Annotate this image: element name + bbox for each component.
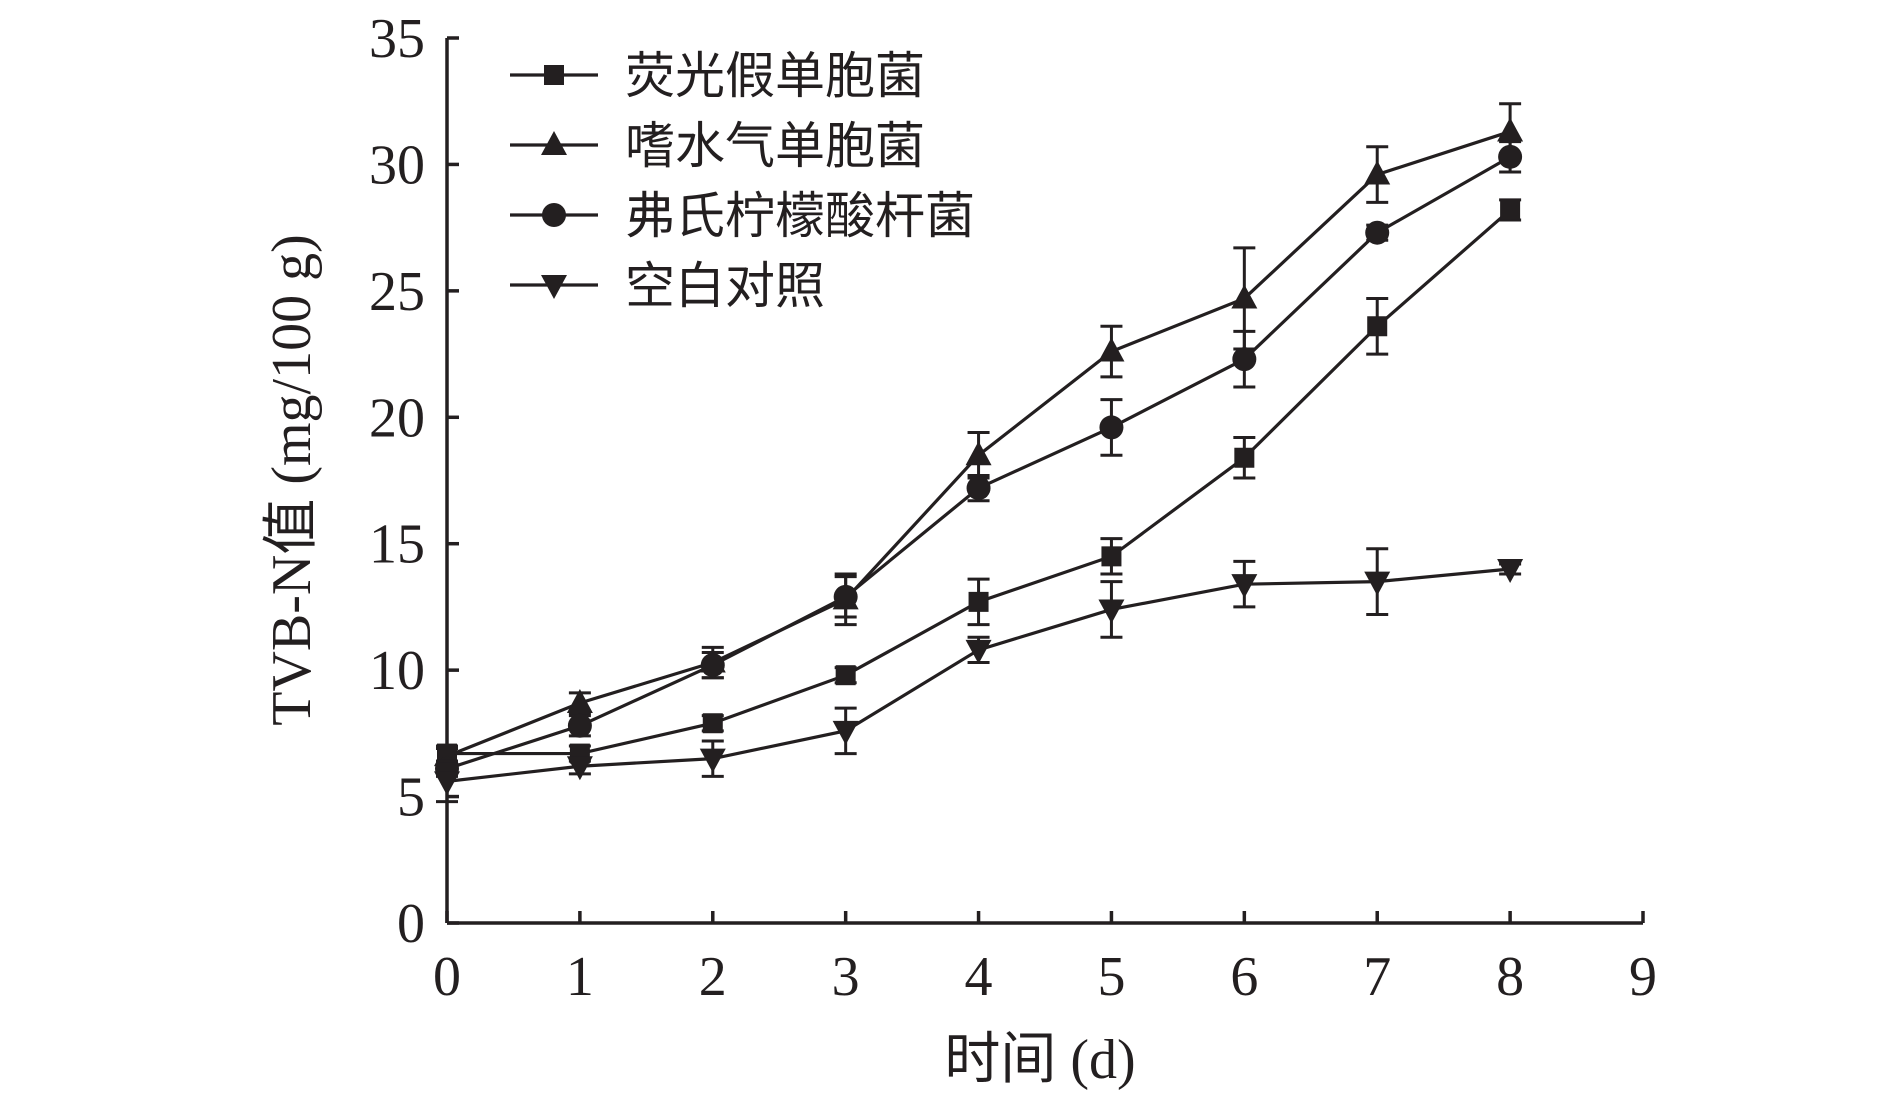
- y-tick-label: 20: [369, 387, 425, 449]
- y-tick-label: 25: [369, 261, 425, 323]
- y-tick-label: 10: [369, 640, 425, 702]
- data-point: [832, 720, 859, 745]
- y-tick-label: 5: [397, 767, 425, 829]
- legend-marker: [541, 275, 567, 299]
- series-layer: [434, 102, 1524, 804]
- data-point: [965, 639, 992, 664]
- data-point: [835, 665, 856, 686]
- data-point: [566, 756, 593, 781]
- y-tick-label: 0: [397, 893, 425, 955]
- series-4: [434, 547, 1524, 804]
- x-tick-label: 7: [1363, 946, 1391, 1008]
- legend-label: 荧光假单胞菌: [625, 47, 925, 105]
- data-point: [968, 591, 989, 612]
- data-point: [1364, 571, 1391, 596]
- data-point: [1364, 160, 1391, 185]
- data-point: [966, 476, 991, 501]
- legend-label: 空白对照: [625, 257, 825, 315]
- x-tick-label: 3: [832, 946, 860, 1008]
- legend-item-2: 嗜水气单胞菌: [510, 117, 925, 175]
- data-point: [1497, 117, 1524, 142]
- axes: 0 5 10 15 20 25 30 35 0 1 2 3 4 5 6 7 8 9: [369, 8, 1657, 1008]
- data-point: [833, 584, 858, 609]
- data-point: [1497, 559, 1524, 583]
- data-point: [1234, 447, 1255, 468]
- data-point: [1098, 337, 1125, 362]
- x-tick-label: 4: [965, 946, 993, 1008]
- data-point: [965, 441, 992, 466]
- x-tick-label: 2: [699, 946, 727, 1008]
- legend-item-1: 荧光假单胞菌: [510, 47, 925, 105]
- y-axis-title: TVB-N值 (mg/100 g): [261, 234, 323, 726]
- data-point: [1098, 599, 1125, 624]
- x-tick-label: 6: [1230, 946, 1258, 1008]
- y-tick-label: 15: [369, 514, 425, 576]
- x-tick-label: 5: [1097, 946, 1125, 1008]
- series-2: [434, 102, 1524, 767]
- data-point: [567, 713, 592, 738]
- data-point: [566, 689, 593, 714]
- legend-marker: [542, 203, 566, 227]
- legend-item-4: 空白对照: [510, 257, 825, 315]
- data-point: [699, 748, 726, 773]
- data-point: [1498, 144, 1523, 169]
- data-point: [434, 771, 460, 796]
- data-point: [1099, 415, 1124, 440]
- x-tick-label: 1: [566, 946, 594, 1008]
- legend-item-3: 弗氏柠檬酸杆菌: [510, 187, 975, 245]
- data-point: [1500, 199, 1521, 220]
- x-tick-label: 0: [433, 946, 461, 1008]
- data-point: [1101, 546, 1122, 567]
- y-tick-label: 35: [369, 8, 425, 70]
- data-point: [1231, 574, 1258, 599]
- legend-label: 弗氏柠檬酸杆菌: [625, 187, 975, 245]
- data-point: [1365, 220, 1390, 245]
- x-axis-title: 时间 (d): [944, 1029, 1135, 1091]
- data-point: [702, 713, 723, 734]
- legend-marker: [544, 65, 564, 85]
- x-tick-label: 8: [1496, 946, 1524, 1008]
- y-tick-label: 30: [369, 134, 425, 196]
- legend-label: 嗜水气单胞菌: [625, 117, 925, 175]
- data-point: [1231, 284, 1258, 309]
- data-point: [700, 653, 725, 678]
- x-tick-label: 9: [1629, 946, 1657, 1008]
- legend-marker: [541, 131, 567, 155]
- data-point: [1367, 316, 1388, 337]
- data-point: [1232, 347, 1257, 372]
